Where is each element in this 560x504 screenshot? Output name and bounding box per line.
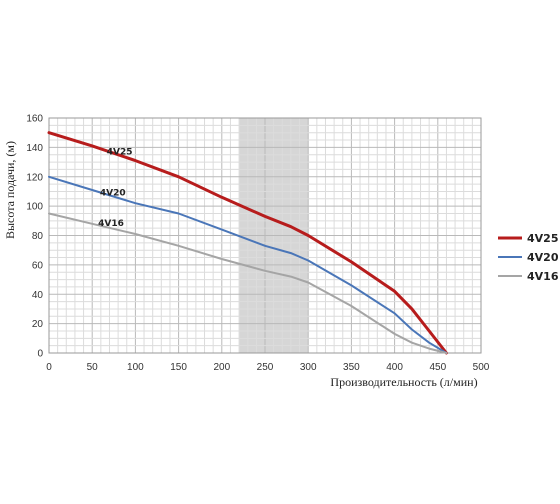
y-axis-title: Высота подачи, (м) — [3, 141, 17, 239]
inline-series-labels: 4V25 4V20 4V16 — [98, 148, 132, 229]
x-tick-label: 350 — [343, 362, 360, 373]
inline-label-4v20: 4V20 — [100, 188, 126, 198]
x-tick-label: 100 — [127, 362, 144, 373]
legend-label-4v20: 4V20 — [527, 251, 559, 264]
inline-label-4v25: 4V25 — [107, 148, 133, 158]
y-tick-label: 80 — [32, 231, 44, 242]
x-tick-label: 250 — [257, 362, 274, 373]
inline-label-4v16: 4V16 — [98, 219, 124, 229]
legend: 4V25 4V20 4V16 — [498, 232, 559, 283]
series-lines — [47, 131, 448, 355]
y-tick-label: 40 — [32, 290, 44, 301]
x-tick-label: 200 — [213, 362, 230, 373]
grid — [48, 117, 482, 354]
series-line-4v25 — [47, 131, 448, 355]
y-tick-label: 20 — [32, 319, 44, 330]
legend-label-4v16: 4V16 — [527, 270, 559, 283]
series-line-4v20 — [48, 175, 448, 354]
legend-label-4v25: 4V25 — [527, 232, 558, 245]
x-tick-label: 300 — [300, 362, 317, 373]
y-tick-label: 140 — [26, 143, 43, 154]
x-tick-label: 400 — [386, 362, 403, 373]
x-tick-label: 50 — [87, 362, 99, 373]
tick-labels: 0 50 100 150 200 250 300 350 400 450 500 0 20 40 60 80 1… — [26, 114, 489, 374]
y-tick-label: 60 — [32, 260, 44, 271]
y-tick-label: 0 — [37, 349, 43, 360]
x-tick-label: 0 — [46, 362, 52, 373]
x-tick-label: 500 — [473, 362, 490, 373]
x-axis-title: Производительность (л/мин) — [330, 375, 477, 389]
plot-frame — [48, 117, 482, 354]
x-tick-label: 450 — [429, 362, 446, 373]
y-tick-label: 160 — [26, 114, 43, 125]
series-line-4v16 — [48, 212, 448, 354]
x-tick-label: 150 — [170, 362, 187, 373]
y-tick-label: 100 — [26, 202, 43, 213]
y-tick-label: 120 — [26, 172, 43, 183]
